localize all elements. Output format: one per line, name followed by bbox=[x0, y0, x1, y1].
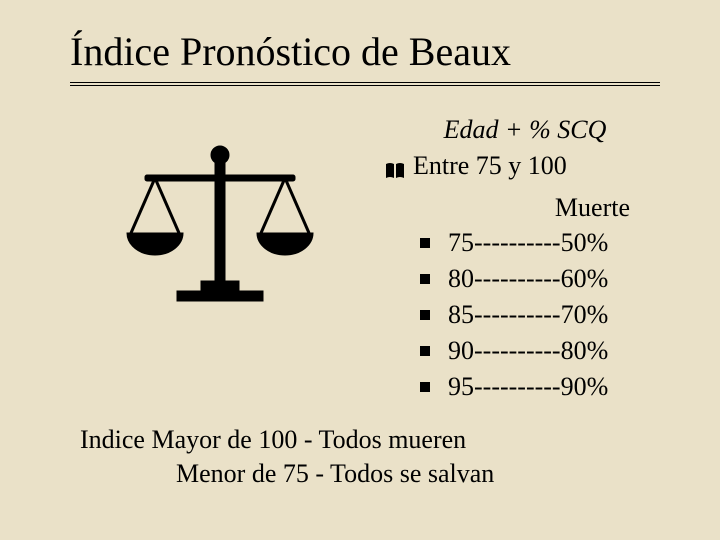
range-line: Entre 75 y 100 bbox=[370, 149, 660, 189]
square-bullet-icon bbox=[420, 310, 430, 320]
list-item: 75----------50% bbox=[370, 226, 660, 260]
square-bullet-icon bbox=[420, 382, 430, 392]
content-row: Edad + % SCQ Entre 75 y 100 Muerte 75---… bbox=[70, 113, 660, 405]
column-header-muerte: Muerte bbox=[370, 191, 660, 225]
list-item-text: 80----------60% bbox=[448, 262, 608, 296]
footer-line-1: Indice Mayor de 100 - Todos mueren bbox=[80, 423, 660, 457]
balance-scale-icon bbox=[115, 133, 325, 348]
list-item: 85----------70% bbox=[370, 298, 660, 332]
list-item-text: 85----------70% bbox=[448, 298, 608, 332]
formula-heading: Edad + % SCQ bbox=[370, 113, 660, 147]
list-item-text: 90----------80% bbox=[448, 334, 608, 368]
list-item-text: 95----------90% bbox=[448, 370, 608, 404]
square-bullet-icon bbox=[420, 274, 430, 284]
slide: Índice Pronóstico de Beaux bbox=[0, 0, 720, 540]
title-underline bbox=[70, 82, 660, 83]
list-item: 80----------60% bbox=[370, 262, 660, 296]
footer-line-2: Menor de 75 - Todos se salvan bbox=[80, 457, 660, 491]
left-figure bbox=[70, 113, 370, 348]
range-text: Entre 75 y 100 bbox=[413, 149, 567, 183]
list-item: 90----------80% bbox=[370, 334, 660, 368]
footer-lines: Indice Mayor de 100 - Todos mueren Menor… bbox=[70, 423, 660, 491]
square-bullet-icon bbox=[420, 346, 430, 356]
list-item: 95----------90% bbox=[370, 370, 660, 404]
square-bullet-icon bbox=[420, 238, 430, 248]
list-item-text: 75----------50% bbox=[448, 226, 608, 260]
book-icon bbox=[385, 155, 407, 189]
right-content: Edad + % SCQ Entre 75 y 100 Muerte 75---… bbox=[370, 113, 660, 405]
page-title: Índice Pronóstico de Beaux bbox=[70, 30, 660, 74]
